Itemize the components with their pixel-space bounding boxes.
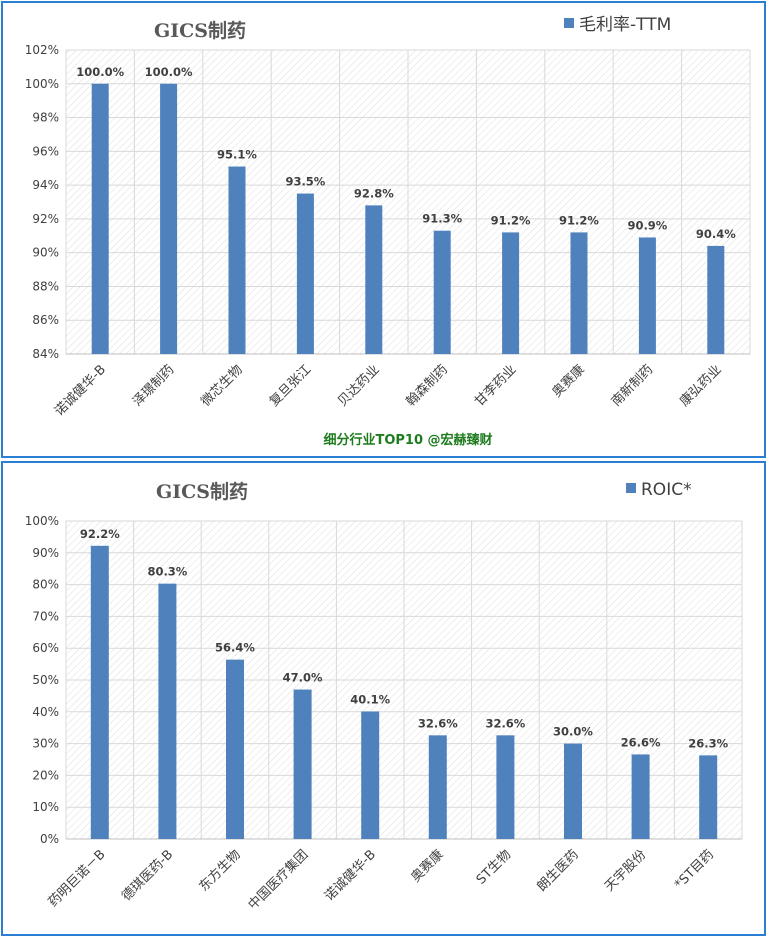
bar bbox=[90, 545, 109, 839]
y-tick-label: 60% bbox=[32, 641, 59, 655]
y-tick-label: 30% bbox=[32, 737, 59, 751]
x-tick-label: 诺诚健华-B bbox=[322, 847, 379, 904]
bar bbox=[293, 689, 312, 839]
y-tick-label: 88% bbox=[32, 279, 59, 293]
x-tick-label: 南新制药 bbox=[608, 362, 656, 410]
chart-title: GICS制药 bbox=[156, 480, 248, 503]
data-label: 91.2% bbox=[491, 213, 531, 227]
x-tick-label: 翰森制药 bbox=[404, 362, 451, 409]
x-tick-label: 甘李药业 bbox=[472, 362, 519, 409]
data-label: 92.2% bbox=[80, 527, 120, 541]
y-tick-label: 40% bbox=[32, 705, 59, 719]
y-tick-label: 0% bbox=[40, 832, 59, 846]
bar bbox=[699, 755, 718, 839]
y-tick-label: 80% bbox=[32, 578, 59, 592]
data-label: 100.0% bbox=[76, 65, 124, 79]
x-tick-label: 药明巨诺－B bbox=[46, 847, 109, 910]
bar bbox=[433, 230, 451, 354]
y-tick-label: 70% bbox=[32, 609, 59, 623]
data-label: 56.4% bbox=[215, 641, 255, 655]
x-tick-label: 泽璟制药 bbox=[130, 362, 177, 409]
y-tick-label: 90% bbox=[32, 546, 59, 560]
y-tick-label: 50% bbox=[32, 673, 59, 687]
bar bbox=[631, 754, 650, 839]
data-label: 30.0% bbox=[553, 725, 593, 739]
data-label: 90.4% bbox=[696, 227, 736, 241]
x-tick-label: 微芯生物 bbox=[198, 362, 245, 409]
data-label: 95.1% bbox=[217, 148, 257, 162]
legend-label: ROIC* bbox=[641, 480, 692, 500]
y-tick-label: 102% bbox=[25, 43, 59, 57]
bar bbox=[502, 232, 520, 354]
chart-subtitle: 细分行业TOP10 @宏赫臻财 bbox=[323, 432, 492, 448]
bar bbox=[361, 711, 380, 839]
bar bbox=[564, 743, 582, 839]
y-tick-label: 92% bbox=[32, 212, 59, 226]
x-tick-label: 朗生医药 bbox=[534, 847, 581, 894]
bar bbox=[428, 735, 447, 839]
roic-chart-panel: GICS制药 ROIC* 0% 10% 20% 30% 40% 50% 60% 70% 80% 9… bbox=[1, 461, 766, 936]
data-label: 90.9% bbox=[627, 218, 667, 232]
bar bbox=[228, 166, 246, 354]
y-tick-label: 96% bbox=[32, 144, 59, 158]
data-label: 91.2% bbox=[559, 213, 599, 227]
data-label: 47.0% bbox=[283, 671, 323, 685]
x-tick-label: 德琪医药-B bbox=[119, 847, 176, 904]
bar bbox=[570, 232, 588, 354]
bar bbox=[160, 83, 178, 355]
y-tick-label: 20% bbox=[32, 768, 59, 782]
x-tick-label: 康弘药业 bbox=[677, 362, 725, 410]
data-label: 40.1% bbox=[350, 692, 390, 706]
x-tick-label: 复旦张江 bbox=[267, 362, 314, 409]
data-label: 32.6% bbox=[418, 716, 458, 730]
data-label: 26.6% bbox=[621, 735, 661, 749]
x-tick-label: ST生物 bbox=[474, 847, 514, 887]
y-tick-label: 86% bbox=[32, 313, 59, 327]
x-tick-label: 天宇股份 bbox=[602, 847, 649, 894]
roic-chart: GICS制药 ROIC* 0% 10% 20% 30% 40% 50% 60% 70% 80% 9… bbox=[25, 480, 743, 913]
data-label: 32.6% bbox=[485, 716, 525, 730]
x-tick-label: 贝达药业 bbox=[335, 362, 382, 409]
gross-margin-chart: GICS制药 毛利率-TTM 细分行业TOP10 @宏赫臻财 84% 86% 88%… bbox=[25, 15, 751, 448]
data-label: 91.3% bbox=[422, 212, 462, 226]
bar bbox=[91, 83, 109, 355]
data-label: 80.3% bbox=[147, 565, 187, 579]
data-label: 100.0% bbox=[145, 65, 193, 79]
x-tick-label: 中国医疗集团 bbox=[245, 847, 311, 913]
bar bbox=[707, 245, 725, 354]
y-tick-label: 84% bbox=[32, 347, 59, 361]
bar bbox=[638, 237, 656, 354]
data-label: 93.5% bbox=[285, 175, 325, 189]
x-tick-label: 东方生物 bbox=[196, 847, 244, 895]
x-tick-label: *ST目药 bbox=[672, 847, 717, 892]
y-tick-label: 100% bbox=[25, 77, 59, 91]
y-tick-label: 98% bbox=[32, 111, 59, 125]
chart-title: GICS制药 bbox=[154, 19, 246, 42]
x-tick-label: 奥赛康 bbox=[549, 362, 588, 401]
legend-swatch bbox=[564, 18, 574, 28]
x-tick-label: 奥赛康 bbox=[408, 847, 447, 886]
bar bbox=[226, 659, 244, 839]
data-label: 92.8% bbox=[354, 186, 394, 200]
y-tick-label: 100% bbox=[25, 514, 59, 528]
gross-margin-chart-panel: GICS制药 毛利率-TTM 细分行业TOP10 @宏赫臻财 84% 86% 88%… bbox=[1, 1, 766, 458]
y-tick-label: 10% bbox=[32, 800, 59, 814]
data-label: 26.3% bbox=[688, 736, 728, 750]
y-tick-label: 90% bbox=[32, 246, 59, 260]
legend-swatch bbox=[626, 483, 636, 493]
bar bbox=[496, 735, 515, 839]
legend-label: 毛利率-TTM bbox=[579, 15, 671, 35]
bar bbox=[158, 583, 177, 839]
x-tick-label: 诺诚健华-B bbox=[52, 362, 109, 419]
y-tick-label: 94% bbox=[32, 178, 59, 192]
bar bbox=[296, 193, 314, 354]
bar bbox=[365, 205, 383, 354]
